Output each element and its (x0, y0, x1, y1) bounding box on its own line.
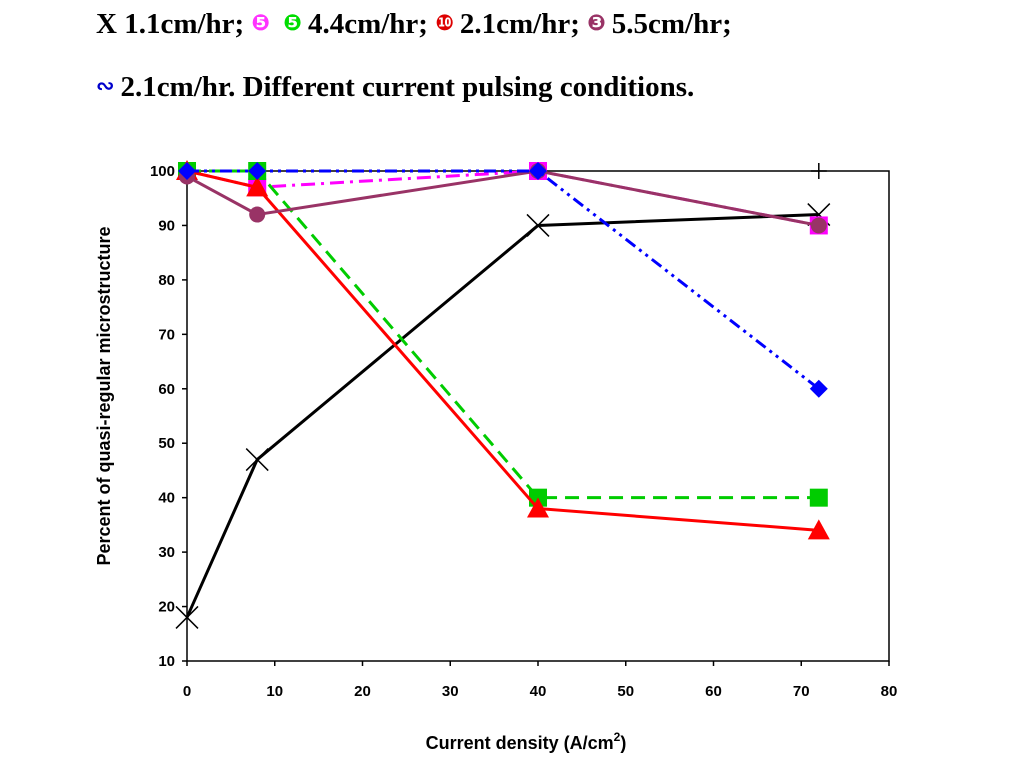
x-axis-title-superscript: 2 (614, 730, 621, 744)
caption-item: ❿ 2.1cm/hr; (435, 8, 580, 40)
series-symbol-icon: ❺ (283, 11, 302, 36)
data-point (249, 206, 266, 223)
data-point (246, 176, 269, 197)
series-diamond (178, 162, 828, 398)
caption-text: 2.1cm/hr. Different current pulsing cond… (120, 71, 695, 103)
series-square (178, 162, 828, 235)
data-point (809, 379, 828, 398)
y-tick-label: 40 (158, 490, 175, 507)
x-tick-label: 50 (617, 683, 634, 700)
data-point (175, 605, 199, 629)
x-tick-label: 10 (266, 683, 283, 700)
series-square (178, 162, 828, 507)
caption-item: ∾ 2.1cm/hr. Different current pulsing con… (96, 71, 694, 103)
caption-item: ❺ 4.4cm/hr; (283, 8, 428, 40)
y-tick-label: 60 (158, 381, 175, 398)
series-symbol-icon: ❺ (251, 11, 271, 36)
x-tick-label: 40 (530, 683, 547, 700)
x-axis: 0 10 20 30 40 50 60 70 80 (183, 661, 898, 700)
data-point (526, 213, 550, 237)
series-circle (179, 163, 827, 234)
x-tick-label: 0 (183, 683, 191, 700)
data-point (178, 162, 196, 180)
y-tick-label: 10 (158, 653, 175, 670)
caption-text: 5.5cm/hr; (611, 8, 732, 40)
x-tick-label: 60 (705, 683, 722, 700)
caption-item: ❺ (251, 8, 276, 40)
y-tick-label: 70 (158, 326, 175, 343)
x-tick-label: 80 (881, 683, 898, 700)
x-tick-label: 20 (354, 683, 371, 700)
caption-text: 2.1cm/hr; (459, 8, 580, 40)
caption-line-1: X 1.1cm/hr; ❺ ❺ 4.4cm/hr; ❿ 2.1cm/hr; ❸ 5.5… (96, 8, 732, 41)
data-point (245, 448, 269, 472)
data-point (809, 488, 828, 507)
caption-line-2: ∾ 2.1cm/hr. Different current pulsing con… (96, 71, 694, 104)
y-tick-label: 100 (150, 163, 175, 180)
series-layer (175, 160, 831, 629)
y-axis-title: Percent of quasi-regular microstructure (94, 226, 114, 565)
caption-item: X 1.1cm/hr; (96, 8, 244, 40)
series-symbol-icon: ❿ (435, 11, 454, 36)
y-tick-label: 30 (158, 544, 175, 561)
y-tick-label: 50 (158, 435, 175, 452)
data-point (529, 162, 547, 180)
x-axis-title-end: ) (620, 733, 626, 753)
y-tick-label: 80 (158, 272, 175, 289)
y-tick-label: 20 (158, 599, 175, 616)
caption-text: X 1.1cm/hr; (96, 8, 245, 40)
y-tick-label: 90 (158, 217, 175, 234)
data-point (248, 162, 267, 180)
series-line (186, 169, 819, 532)
series-line (185, 213, 819, 619)
series-line (186, 169, 820, 227)
series-line (187, 169, 820, 390)
caption-item: ❸ 5.5cm/hr; (587, 8, 732, 40)
data-point (807, 519, 830, 540)
series-symbol-icon: ∾ (96, 74, 115, 99)
series-x (175, 203, 831, 629)
series-line (187, 169, 819, 500)
plot-area (186, 170, 890, 662)
x-axis-title-text: Current density (A/cm (426, 733, 614, 753)
data-point (810, 217, 827, 234)
x-axis-title: Current density (A/cm2) (426, 730, 627, 753)
x-tick-label: 30 (442, 683, 459, 700)
series-symbol-icon: ❸ (587, 11, 606, 36)
caption-text: 4.4cm/hr; (307, 8, 428, 40)
data-point (810, 163, 827, 179)
data-point (527, 497, 549, 518)
x-tick-label: 70 (793, 683, 810, 700)
y-axis: 10 20 30 40 50 60 70 80 90 100 (150, 163, 187, 670)
